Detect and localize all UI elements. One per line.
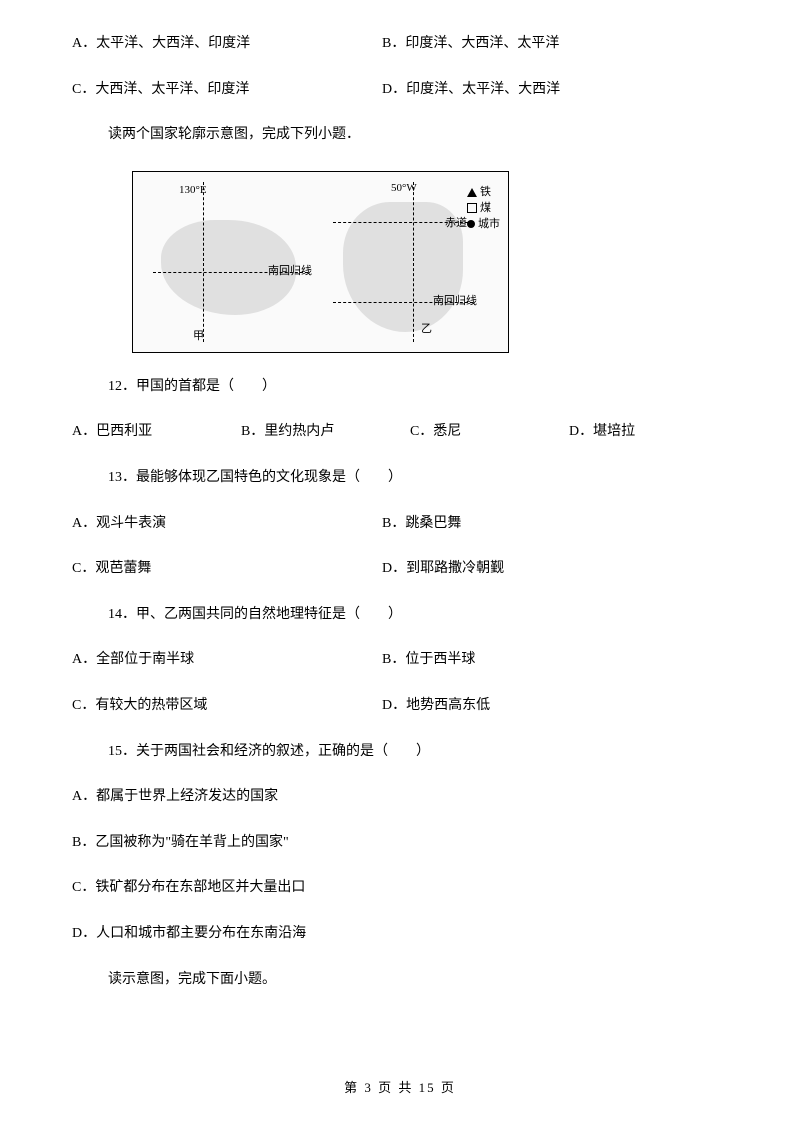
country-outline-figure: 130°E 50°W 南回归线 南回归线 赤道 甲 乙 铁 煤 城市 bbox=[132, 171, 509, 353]
square-icon bbox=[467, 203, 477, 213]
q12-option-c: C．悉尼 bbox=[410, 422, 569, 442]
legend-item-iron: 铁 bbox=[467, 184, 500, 200]
fig-lon-right-label: 50°W bbox=[391, 182, 417, 194]
legend-item-city: 城市 bbox=[467, 216, 500, 232]
fig-country-right-label: 乙 bbox=[421, 320, 432, 336]
q13-options-row-cd: C．观芭蕾舞 D．到耶路撒冷朝觐 bbox=[72, 559, 728, 579]
q12-option-a: A．巴西利亚 bbox=[72, 422, 241, 442]
q12-stem: 12．甲国的首都是（ ） bbox=[108, 377, 728, 397]
legend-coal-label: 煤 bbox=[480, 202, 491, 214]
q15-option-d: D．人口和城市都主要分布在东南沿海 bbox=[72, 924, 728, 944]
q13-option-a: A．观斗牛表演 bbox=[72, 514, 382, 534]
prev-option-a: A．太平洋、大西洋、印度洋 bbox=[72, 34, 382, 54]
prev-options-row-ab: A．太平洋、大西洋、印度洋 B．印度洋、大西洋、太平洋 bbox=[72, 34, 728, 54]
q12-options-row: A．巴西利亚 B．里约热内卢 C．悉尼 D．堪培拉 bbox=[72, 422, 728, 442]
prev-option-b: B．印度洋、大西洋、太平洋 bbox=[382, 34, 682, 54]
q14-option-c: C．有较大的热带区域 bbox=[72, 696, 382, 716]
q14-option-d: D．地势西高东低 bbox=[382, 696, 682, 716]
q13-stem: 13．最能够体现乙国特色的文化现象是（ ） bbox=[108, 468, 728, 488]
q13-option-d: D．到耶路撒冷朝觐 bbox=[382, 559, 682, 579]
q12-option-d: D．堪培拉 bbox=[569, 422, 728, 442]
q15-option-a: A．都属于世界上经济发达的国家 bbox=[72, 787, 728, 807]
legend-item-coal: 煤 bbox=[467, 200, 500, 216]
page-footer: 第 3 页 共 15 页 bbox=[0, 1077, 800, 1096]
fig-equator-label: 赤道 bbox=[445, 214, 467, 230]
q15-option-b: B．乙国被称为"骑在羊背上的国家" bbox=[72, 833, 728, 853]
q14-options-row-ab: A．全部位于南半球 B．位于西半球 bbox=[72, 650, 728, 670]
q12-option-b: B．里约热内卢 bbox=[241, 422, 410, 442]
legend-city-label: 城市 bbox=[478, 218, 500, 230]
prev-option-c: C．大西洋、太平洋、印度洋 bbox=[72, 80, 382, 100]
lon-line-left bbox=[203, 182, 204, 342]
prev-option-d: D．印度洋、太平洋、大西洋 bbox=[382, 80, 682, 100]
triangle-icon bbox=[467, 188, 477, 197]
q14-stem: 14．甲、乙两国共同的自然地理特征是（ ） bbox=[108, 605, 728, 625]
q14-options-row-cd: C．有较大的热带区域 D．地势西高东低 bbox=[72, 696, 728, 716]
next-intro-text: 读示意图，完成下面小题。 bbox=[108, 970, 728, 990]
fig-tropic-left-label: 南回归线 bbox=[268, 262, 312, 278]
q13-option-c: C．观芭蕾舞 bbox=[72, 559, 382, 579]
q15-option-c: C．铁矿都分布在东部地区并大量出口 bbox=[72, 878, 728, 898]
q14-option-a: A．全部位于南半球 bbox=[72, 650, 382, 670]
lon-line-right bbox=[413, 182, 414, 342]
q13-options-row-ab: A．观斗牛表演 B．跳桑巴舞 bbox=[72, 514, 728, 534]
page: A．太平洋、大西洋、印度洋 B．印度洋、大西洋、太平洋 C．大西洋、太平洋、印度… bbox=[0, 0, 800, 1132]
prev-options-row-cd: C．大西洋、太平洋、印度洋 D．印度洋、太平洋、大西洋 bbox=[72, 80, 728, 100]
figure-legend: 铁 煤 城市 bbox=[467, 184, 500, 232]
q13-option-b: B．跳桑巴舞 bbox=[382, 514, 682, 534]
q15-stem: 15．关于两国社会和经济的叙述，正确的是（ ） bbox=[108, 742, 728, 762]
fig-country-left-label: 甲 bbox=[193, 327, 204, 343]
q14-option-b: B．位于西半球 bbox=[382, 650, 682, 670]
figure-intro-text: 读两个国家轮廓示意图，完成下列小题． bbox=[108, 125, 728, 145]
fig-lon-left-label: 130°E bbox=[179, 184, 207, 196]
dot-icon bbox=[467, 220, 475, 228]
fig-tropic-right-label: 南回归线 bbox=[433, 292, 477, 308]
legend-iron-label: 铁 bbox=[480, 186, 491, 198]
